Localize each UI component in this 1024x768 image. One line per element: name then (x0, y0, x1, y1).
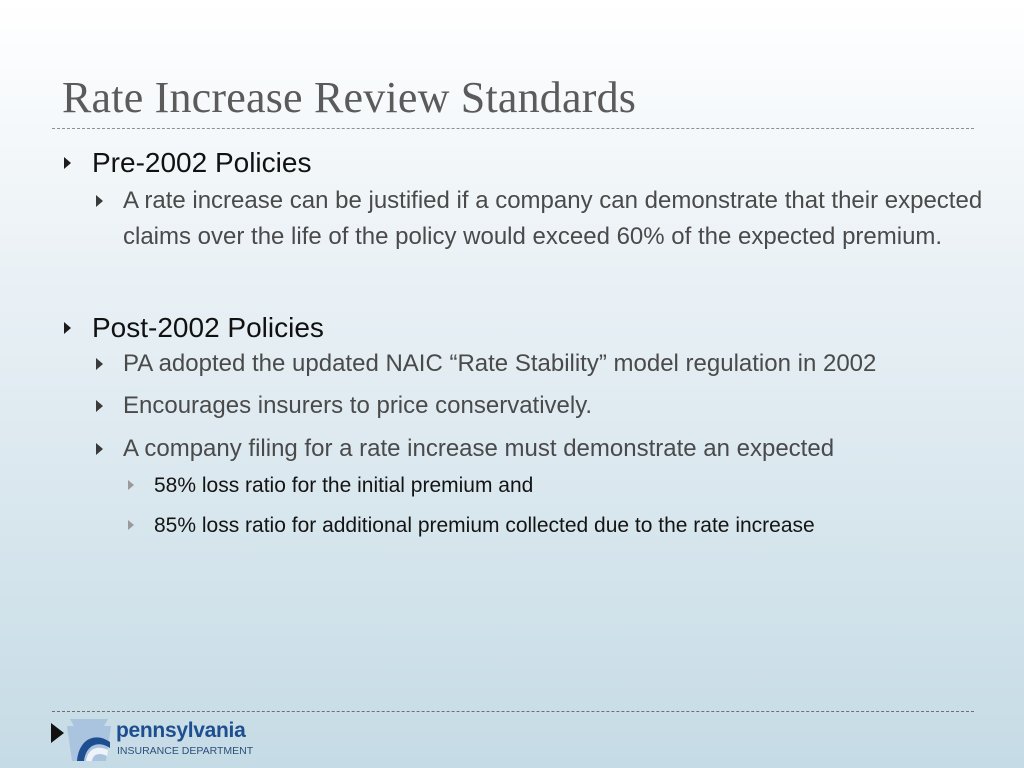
slide-content: Pre-2002 Policies A rate increase can be… (60, 144, 982, 546)
sub-bullet-initial-premium: 58% loss ratio for the initial premium a… (60, 466, 960, 506)
logo-wordmark: pennsylvania (116, 719, 246, 742)
bullet-pre-2002-justification: A rate increase can be justified if a co… (60, 183, 1003, 255)
bullet-text: PA adopted the updated NAIC “Rate Stabil… (123, 350, 877, 377)
sub-bullet-arrow-icon (128, 520, 134, 530)
bullet-arrow-icon (96, 400, 103, 412)
bullet-arrow-icon (96, 195, 103, 207)
pennsylvania-insurance-logo: pennsylvania INSURANCE DEPARTMENT (66, 718, 256, 762)
bullet-expected-loss-ratio: A company filing for a rate increase mus… (60, 431, 960, 467)
sub-bullet-text: 58% loss ratio for the initial premium a… (154, 474, 534, 497)
bullet-text: A company filing for a rate increase mus… (123, 435, 835, 462)
footer-arrow-icon (51, 723, 64, 743)
bullet-text: A rate increase can be justified if a co… (123, 187, 983, 250)
sub-bullet-arrow-icon (128, 480, 134, 490)
logo-subtitle: INSURANCE DEPARTMENT (117, 745, 254, 757)
bullet-naic-adoption: PA adopted the updated NAIC “Rate Stabil… (60, 346, 993, 382)
bullet-arrow-icon (64, 322, 71, 334)
slide-title: Rate Increase Review Standards (62, 73, 637, 122)
footer-divider (52, 711, 974, 712)
keystone-icon (67, 719, 111, 761)
sub-bullet-additional-premium: 85% loss ratio for additional premium co… (60, 506, 960, 546)
title-divider (52, 128, 974, 129)
sub-bullet-text: 85% loss ratio for additional premium co… (154, 514, 815, 537)
section-heading-text: Post-2002 Policies (92, 312, 324, 343)
bullet-text: Encourages insurers to price conservativ… (123, 392, 593, 419)
section-heading-text: Pre-2002 Policies (92, 147, 312, 178)
bullet-arrow-icon (96, 358, 103, 370)
bullet-arrow-icon (64, 157, 71, 169)
section-heading-post-2002: Post-2002 Policies (60, 309, 960, 347)
section-heading-pre-2002: Pre-2002 Policies (60, 144, 960, 182)
bullet-price-conservatively: Encourages insurers to price conservativ… (60, 388, 960, 424)
bullet-arrow-icon (96, 443, 103, 455)
